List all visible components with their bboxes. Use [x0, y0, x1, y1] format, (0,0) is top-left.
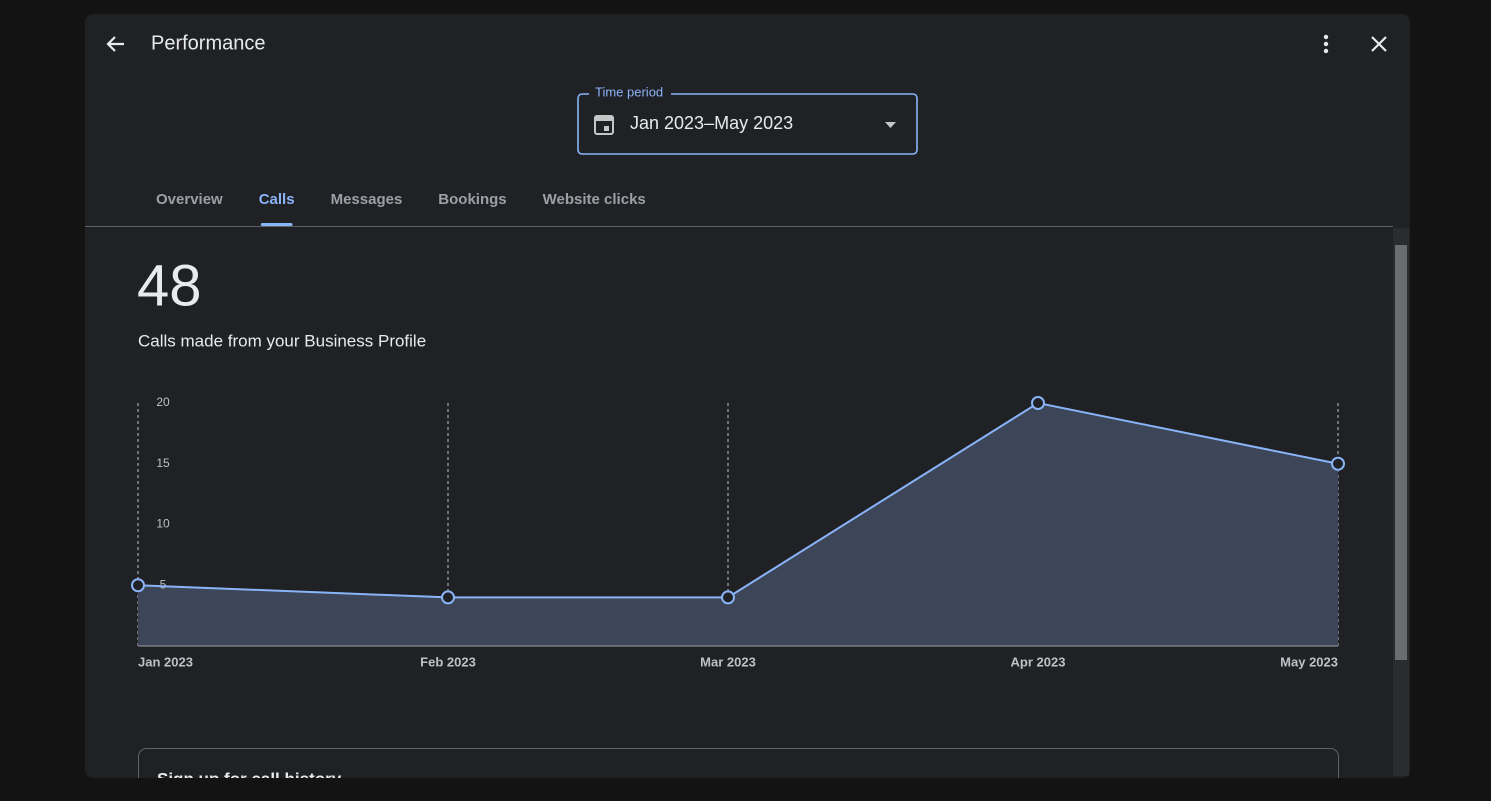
tab[interactable]: Calls — [259, 191, 295, 208]
card-title: Sign up for call history — [157, 769, 342, 788]
point — [721, 590, 735, 605]
clip — [85, 778, 1410, 801]
x-tick-label: Feb 2023 — [420, 654, 476, 669]
x-tick-label: Jan 2023 — [138, 654, 193, 669]
y-tick-label: 5 — [160, 577, 167, 591]
back-button[interactable] — [106, 36, 124, 52]
total-value: 48 — [137, 253, 202, 318]
x-tick-label: Mar 2023 — [700, 654, 756, 669]
tab[interactable]: Overview — [156, 191, 223, 208]
y-tick-label: 15 — [156, 456, 170, 470]
scrollbar-thumb[interactable] — [1395, 245, 1407, 660]
tab[interactable]: Bookings — [438, 191, 506, 208]
tab-indicator — [260, 223, 293, 226]
tab[interactable]: Messages — [331, 191, 403, 208]
y-tick-label: 20 — [156, 395, 170, 409]
dropdown-arrow — [885, 122, 896, 128]
point — [1031, 396, 1045, 410]
time-period-select[interactable] — [577, 93, 918, 155]
point — [1331, 456, 1345, 471]
time-period-value: Jan 2023–May 2023 — [630, 113, 793, 133]
point — [131, 578, 145, 593]
calendar-icon — [594, 115, 614, 135]
total-caption: Calls made from your Business Profile — [138, 331, 426, 350]
area — [138, 403, 1338, 646]
close-button[interactable] — [1371, 36, 1387, 52]
time-period-label: Time period — [595, 84, 663, 99]
x-tick-label: Apr 2023 — [1011, 654, 1066, 669]
more-button[interactable] — [1323, 34, 1329, 54]
point — [441, 590, 455, 605]
y-tick-label: 10 — [156, 517, 170, 531]
label-bg — [589, 86, 671, 100]
x-tick-label: May 2023 — [1280, 654, 1338, 669]
tab[interactable]: Website clicks — [543, 191, 646, 208]
dialog-title: Performance — [151, 32, 266, 54]
